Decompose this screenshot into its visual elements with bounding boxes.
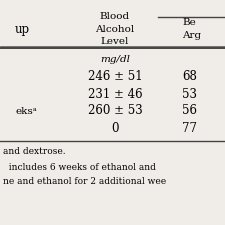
Text: 260 ± 53: 260 ± 53 — [88, 104, 142, 117]
Text: 246 ± 51: 246 ± 51 — [88, 70, 142, 83]
Text: 0: 0 — [111, 122, 119, 135]
Text: Be
Arg: Be Arg — [182, 18, 201, 40]
Text: 53: 53 — [182, 88, 197, 101]
Text: 231 ± 46: 231 ± 46 — [88, 88, 142, 101]
Text: 68: 68 — [182, 70, 197, 83]
Text: 56: 56 — [182, 104, 197, 117]
Text: and dextrose.: and dextrose. — [3, 148, 66, 157]
Text: Blood
Alcohol
Level: Blood Alcohol Level — [95, 12, 135, 46]
Text: up: up — [15, 23, 30, 36]
Text: includes 6 weeks of ethanol and: includes 6 weeks of ethanol and — [3, 162, 156, 171]
Text: 77: 77 — [182, 122, 197, 135]
Text: mg/dl: mg/dl — [100, 54, 130, 63]
Text: eksᵃ: eksᵃ — [15, 106, 37, 115]
Text: ne and ethanol for 2 additional wee: ne and ethanol for 2 additional wee — [3, 176, 166, 185]
